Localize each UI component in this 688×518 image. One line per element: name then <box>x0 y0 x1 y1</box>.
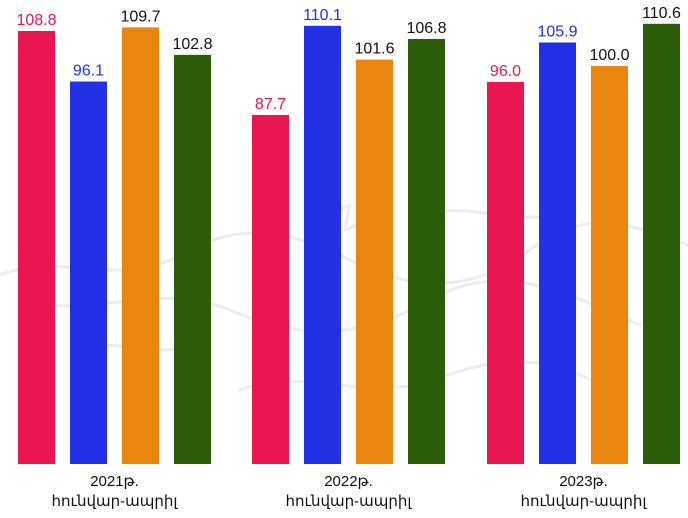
category-label-2-line-2: հունվար-ապրիլ <box>285 493 412 510</box>
bar-g3-s2 <box>539 42 576 464</box>
value-label-g1-s1: 108.8 <box>16 12 56 29</box>
category-label-1-line-2: հունվար-ապրիլ <box>51 493 178 510</box>
bar-g2-s3 <box>356 59 393 465</box>
category-label-3-line-2: հունվար-ապրիլ <box>520 493 647 510</box>
value-label-g3-s3: 100.0 <box>589 47 629 64</box>
value-label-g3-s2: 105.9 <box>537 24 577 41</box>
bar-g1-s2 <box>70 81 107 464</box>
category-label-2-line-1: 2022թ. <box>324 473 373 490</box>
value-label-g2-s3: 101.6 <box>354 41 394 58</box>
category-label-3-line-1: 2023թ. <box>559 473 608 490</box>
bar-g3-s1 <box>487 81 524 465</box>
bar-g2-s1 <box>252 114 289 464</box>
category-label-3: 2023թ. հունվար-ապրիլ <box>499 472 669 512</box>
value-label-g1-s4: 102.8 <box>172 36 212 53</box>
bar-g2-s2 <box>304 25 341 464</box>
category-label-2: 2022թ. հունվար-ապրիլ <box>264 472 434 512</box>
value-label-g3-s4: 110.6 <box>642 5 681 22</box>
value-label-g2-s2: 110.1 <box>303 7 342 24</box>
bar-g3-s3 <box>591 66 628 464</box>
value-label-g2-s1: 87.7 <box>255 96 286 113</box>
bar-g2-s4 <box>408 38 445 464</box>
value-label-g1-s2: 96.1 <box>73 63 104 80</box>
category-label-1-line-1: 2021թ. <box>90 473 139 490</box>
bar-g1-s1 <box>18 30 55 464</box>
bar-series-group <box>18 23 680 465</box>
bar-g1-s4 <box>174 54 211 465</box>
value-label-g3-s1: 96.0 <box>490 63 521 80</box>
category-label-1: 2021թ. հունվար-ապրիլ <box>30 472 200 512</box>
value-label-g1-s3: 109.7 <box>120 8 160 25</box>
value-label-g2-s4: 106.8 <box>406 20 446 37</box>
value-label-group: 108.8 87.7 96.0 96.1 110.1 105.9 109.7 101.6 100… <box>16 5 681 113</box>
bar-g1-s3 <box>122 27 159 464</box>
bar-g3-s4 <box>643 23 680 464</box>
